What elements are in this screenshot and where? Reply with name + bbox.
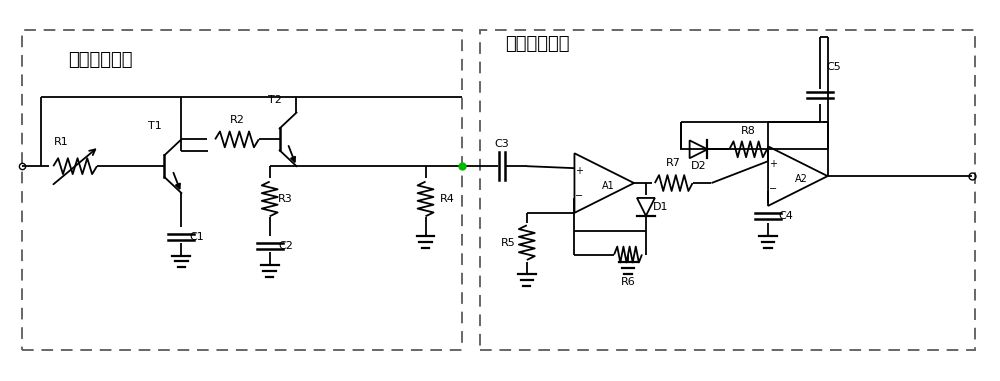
Text: +: + — [769, 158, 777, 169]
Text: R3: R3 — [278, 194, 293, 204]
Text: +: + — [575, 166, 583, 176]
Text: R5: R5 — [501, 238, 515, 248]
Text: 信号放大电路: 信号放大电路 — [505, 35, 569, 53]
Text: R2: R2 — [229, 115, 244, 125]
Text: C1: C1 — [190, 232, 205, 242]
Text: T1: T1 — [148, 122, 161, 131]
Text: 信号滤波电路: 信号滤波电路 — [68, 51, 133, 69]
Text: A1: A1 — [602, 181, 615, 191]
Text: D2: D2 — [691, 161, 706, 171]
Text: C5: C5 — [826, 62, 841, 72]
Text: A2: A2 — [795, 174, 808, 184]
Text: C2: C2 — [278, 240, 293, 251]
Text: −: − — [769, 184, 777, 194]
Text: R4: R4 — [440, 194, 455, 204]
Text: T2: T2 — [268, 94, 282, 105]
Text: R6: R6 — [621, 277, 635, 287]
Text: R1: R1 — [54, 138, 69, 147]
Text: C3: C3 — [495, 139, 509, 149]
Text: R7: R7 — [666, 158, 681, 168]
Text: C4: C4 — [778, 211, 793, 221]
Text: R8: R8 — [741, 126, 756, 136]
Text: −: − — [575, 190, 583, 200]
Text: D1: D1 — [653, 202, 669, 212]
